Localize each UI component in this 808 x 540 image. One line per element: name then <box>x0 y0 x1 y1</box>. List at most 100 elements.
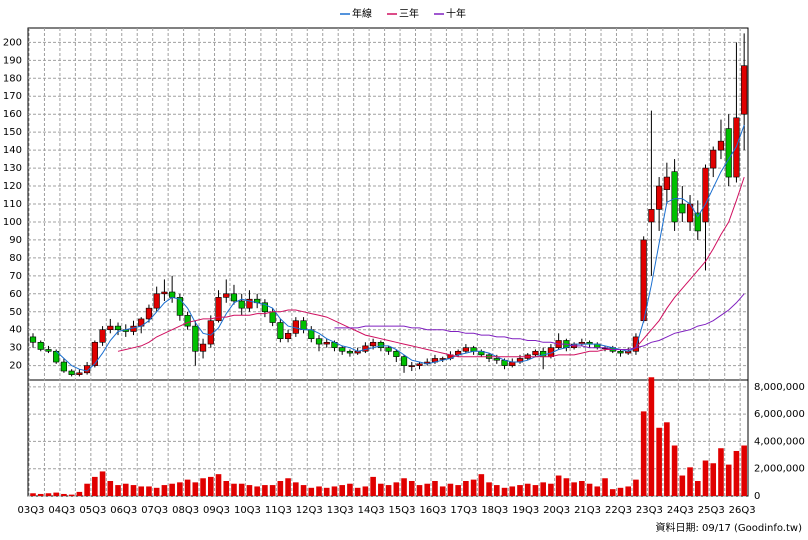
volume-bar <box>184 479 191 496</box>
y-tick-label: 30 <box>9 343 22 354</box>
candle-body <box>215 297 222 322</box>
volume-bar <box>424 483 431 496</box>
x-tick-label: 25Q3 <box>698 505 725 516</box>
y-tick-label: 100 <box>3 217 22 228</box>
volume-bar <box>455 485 461 496</box>
volume-bar <box>524 483 531 496</box>
candle-body <box>161 291 168 295</box>
volume-bar <box>192 482 199 496</box>
candle-body <box>640 239 647 322</box>
candle-body <box>710 149 717 169</box>
candle-body <box>339 347 346 352</box>
x-tick-label: 04Q3 <box>48 505 75 516</box>
volume-bar <box>53 492 59 496</box>
legend-label: 年線 <box>352 7 372 20</box>
volume-bar <box>161 485 168 496</box>
volume-bar <box>238 483 245 496</box>
candle-body <box>37 341 44 350</box>
volume-bar <box>679 475 686 496</box>
volume-bar <box>470 479 477 496</box>
volume-bar <box>223 480 230 496</box>
candle-body <box>60 361 68 372</box>
candle-body <box>68 370 75 375</box>
candle-body <box>493 358 500 361</box>
candle-body <box>416 363 423 366</box>
volume-bar <box>408 480 415 496</box>
volume-bar <box>594 486 601 496</box>
legend-label: 十年 <box>446 7 466 20</box>
volume-bar <box>463 480 469 496</box>
x-tick-label: 11Q3 <box>265 505 292 516</box>
legend-label: 三年 <box>399 7 419 20</box>
volume-bar <box>169 483 175 496</box>
volume-bar <box>532 485 539 496</box>
y2-tick-label: 0 <box>754 491 760 502</box>
plot-frame <box>27 27 749 497</box>
y-tick-label: 80 <box>9 253 22 264</box>
volume-bar <box>130 485 137 496</box>
volume-bar <box>92 476 98 496</box>
volume-bar <box>200 478 206 496</box>
candle-body <box>207 320 214 345</box>
volume-bar <box>671 445 678 496</box>
volume-bar <box>602 478 608 496</box>
volume-bar <box>664 422 670 496</box>
volume-bar <box>586 483 593 496</box>
volume-bar <box>494 485 500 496</box>
x-tick-label: 23Q3 <box>636 505 663 516</box>
ma-line <box>55 124 745 372</box>
volume-bar <box>741 445 747 496</box>
x-tick-label: 05Q3 <box>79 505 106 516</box>
volume-bar <box>61 493 67 496</box>
candle-body <box>114 325 122 331</box>
volume-bar <box>254 486 260 496</box>
volume-bar <box>30 493 36 496</box>
candle-body <box>400 356 408 366</box>
volume-bar <box>115 485 121 496</box>
x-tick-label: 26Q3 <box>729 505 756 516</box>
volume-bar <box>432 480 438 496</box>
volume-bar <box>517 485 523 496</box>
candle-body <box>439 358 446 360</box>
volume-bar <box>347 483 353 496</box>
ma-line <box>117 176 745 358</box>
x-tick-label: 08Q3 <box>172 505 199 516</box>
volume-bar <box>107 480 114 496</box>
y-tick-label: 60 <box>9 289 22 300</box>
x-tick-label: 24Q3 <box>667 505 694 516</box>
volume-bar <box>153 487 160 496</box>
candle-body <box>509 361 516 366</box>
candle-body <box>370 341 377 347</box>
candle-body <box>702 167 709 223</box>
volume-bar <box>378 483 384 496</box>
candle-body <box>617 350 624 354</box>
volume-bar <box>177 482 183 496</box>
volume-bar <box>285 478 291 496</box>
volume-bar <box>633 479 639 496</box>
volume-bar <box>640 411 647 496</box>
volume-bar <box>548 483 554 496</box>
volume-bar <box>710 463 717 496</box>
x-tick-label: 14Q3 <box>358 505 385 516</box>
volume-bar <box>246 485 253 496</box>
volume-bar <box>300 485 307 496</box>
candle-body <box>261 302 269 313</box>
candle-body <box>346 350 354 354</box>
volume-bar <box>555 475 562 496</box>
volume-bar <box>501 487 508 496</box>
volume-bar <box>718 448 724 496</box>
volume-bar <box>447 483 454 496</box>
candle-body <box>76 372 83 375</box>
x-tick-label: 10Q3 <box>234 505 261 516</box>
x-tick-label: 07Q3 <box>141 505 168 516</box>
x-tick-label: 17Q3 <box>450 505 477 516</box>
y-tick-label: 20 <box>9 361 22 372</box>
volume-bar <box>625 486 632 496</box>
candle-body <box>91 341 98 366</box>
x-tick-label: 13Q3 <box>327 505 354 516</box>
volume-bar <box>122 483 129 496</box>
y-tick-label: 150 <box>3 127 22 138</box>
volume-bar <box>323 487 330 496</box>
volume-bar <box>385 485 392 496</box>
candle-body <box>377 341 384 348</box>
